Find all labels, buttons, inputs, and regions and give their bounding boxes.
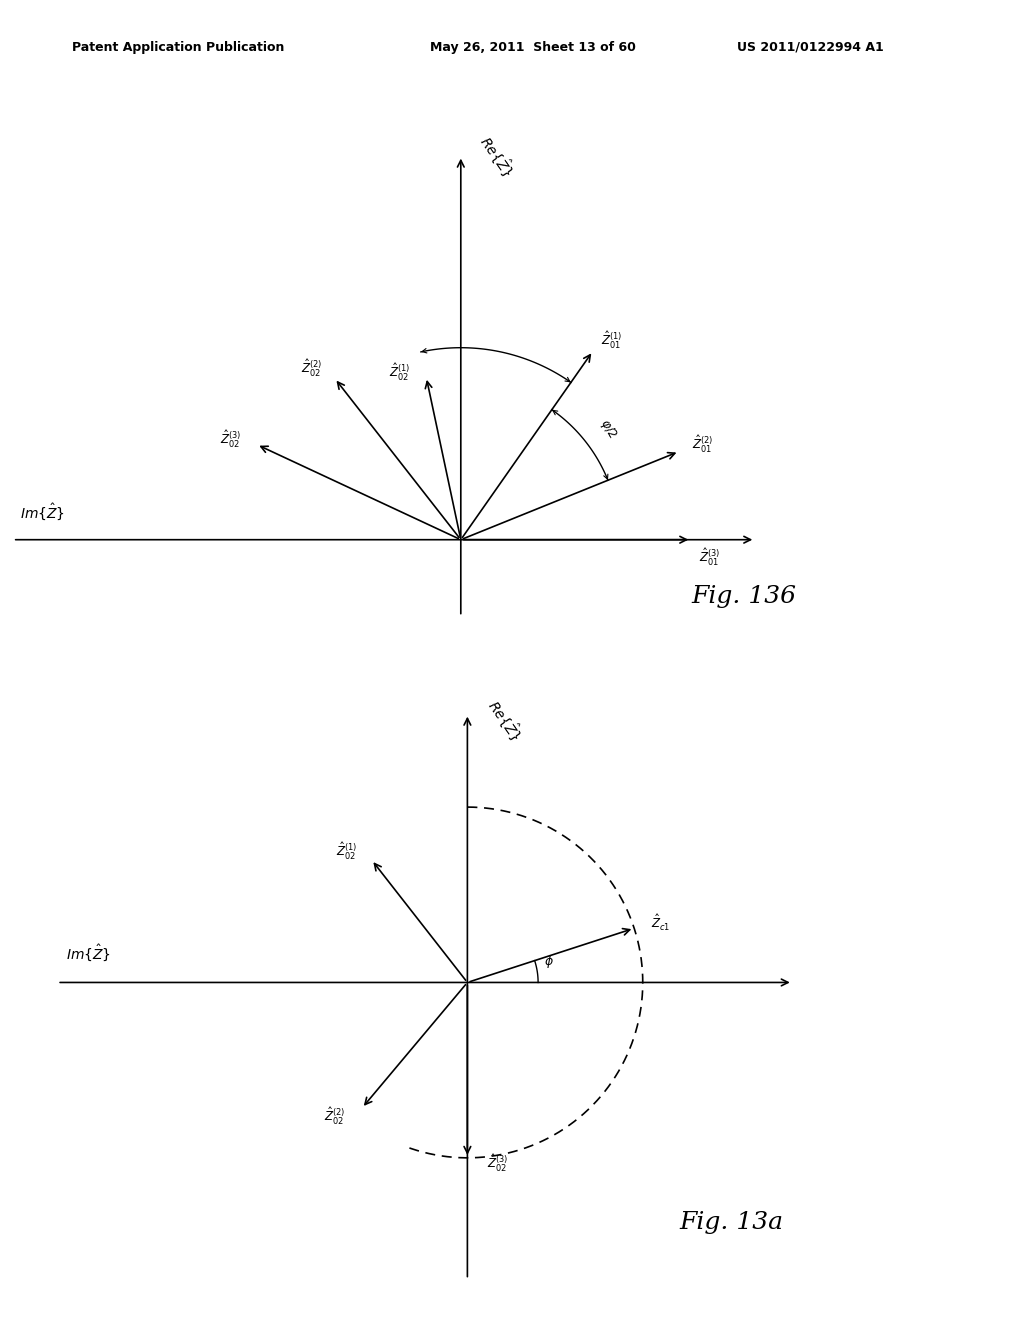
Text: $Im\{\hat{Z}\}$: $Im\{\hat{Z}\}$: [66, 942, 111, 962]
Text: Fig. 136: Fig. 136: [691, 585, 797, 607]
Text: $Re\{\hat{Z}\}$: $Re\{\hat{Z}\}$: [476, 131, 519, 181]
Text: US 2011/0122994 A1: US 2011/0122994 A1: [737, 41, 884, 54]
Text: $Re\{\hat{Z}\}$: $Re\{\hat{Z}\}$: [484, 694, 527, 744]
Text: $\hat{Z}_{02}^{(2)}$: $\hat{Z}_{02}^{(2)}$: [324, 1106, 345, 1127]
Text: $\hat{Z}_{02}^{(3)}$: $\hat{Z}_{02}^{(3)}$: [220, 429, 242, 450]
Text: $\hat{Z}_{02}^{(1)}$: $\hat{Z}_{02}^{(1)}$: [389, 362, 411, 383]
Text: $\hat{Z}_{01}^{(2)}$: $\hat{Z}_{01}^{(2)}$: [692, 433, 714, 454]
Text: $\varphi/2$: $\varphi/2$: [596, 416, 621, 442]
Text: Fig. 13a: Fig. 13a: [680, 1212, 783, 1234]
Text: $\hat{Z}_{01}^{(1)}$: $\hat{Z}_{01}^{(1)}$: [601, 330, 622, 351]
Text: May 26, 2011  Sheet 13 of 60: May 26, 2011 Sheet 13 of 60: [430, 41, 636, 54]
Text: $Im\{\hat{Z}\}$: $Im\{\hat{Z}\}$: [20, 502, 66, 521]
Text: $\hat{Z}_{c1}$: $\hat{Z}_{c1}$: [651, 912, 671, 933]
Text: $\hat{Z}_{01}^{(3)}$: $\hat{Z}_{01}^{(3)}$: [698, 546, 720, 569]
Text: $\hat{Z}_{02}^{(3)}$: $\hat{Z}_{02}^{(3)}$: [487, 1152, 509, 1175]
Text: Patent Application Publication: Patent Application Publication: [72, 41, 284, 54]
Text: $\hat{Z}_{02}^{(1)}$: $\hat{Z}_{02}^{(1)}$: [336, 841, 357, 862]
Text: $\phi$: $\phi$: [544, 953, 554, 970]
Text: $\hat{Z}_{02}^{(2)}$: $\hat{Z}_{02}^{(2)}$: [300, 358, 322, 379]
